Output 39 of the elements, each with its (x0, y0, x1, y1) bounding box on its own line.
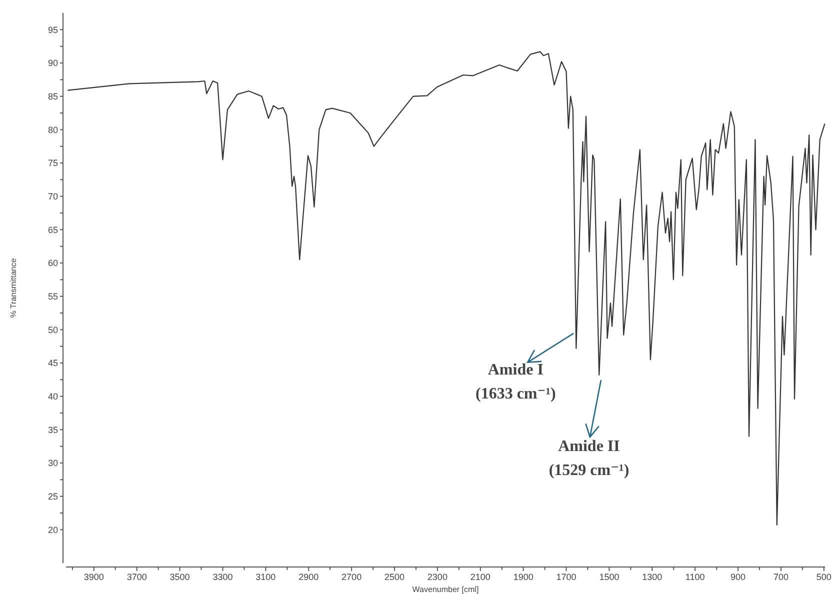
y-tick-label: 80 (48, 124, 58, 135)
y-tick-label: 45 (48, 358, 58, 368)
x-tick-label: 3300 (212, 572, 233, 582)
y-tick-label: 30 (48, 458, 58, 468)
y-tick-label: 35 (48, 424, 58, 435)
x-tick-label: 2500 (384, 572, 405, 582)
x-tick-label: 1900 (513, 572, 534, 582)
y-tick-label: 55 (48, 291, 58, 302)
annotation: Amide I (1633 cm⁻¹) (475, 361, 556, 402)
y-tick-label: 60 (48, 258, 58, 268)
x-tick-label: 2900 (298, 572, 319, 582)
y-tick-label: 75 (48, 158, 58, 168)
x-tick-label: 3100 (256, 572, 276, 582)
x-tick-label: 3900 (84, 572, 104, 582)
x-axis-title: Wavenumber [cml] (412, 585, 479, 594)
x-tick-label: 2100 (470, 572, 490, 582)
annotation: Amide II (1529 cm⁻¹) (548, 438, 630, 479)
y-tick-label: 85 (48, 91, 58, 102)
y-tick-label: 20 (48, 524, 58, 535)
x-tick-label: 3500 (170, 572, 190, 582)
y-tick-label: 90 (48, 58, 58, 68)
y-tick-label: 25 (48, 491, 58, 502)
y-tick-label: 65 (48, 224, 58, 235)
x-tick-label: 1500 (599, 572, 620, 582)
x-tick-label: 2300 (427, 572, 448, 582)
x-tick-label: 700 (773, 572, 788, 582)
x-tick-label: 3700 (126, 572, 147, 582)
x-tick-label: 1100 (685, 572, 705, 582)
y-tick-label: 95 (48, 24, 58, 35)
x-tick-label: 2700 (342, 572, 362, 582)
x-tick-label: 900 (730, 572, 746, 582)
y-tick-label: 70 (48, 191, 58, 202)
y-axis-title: % Transmittance (9, 258, 18, 318)
y-tick-label: 40 (48, 391, 58, 402)
x-tick-label: 500 (816, 572, 832, 582)
x-tick-label: 1300 (642, 572, 662, 582)
x-tick-label: 1700 (556, 572, 576, 582)
line-series (67, 51, 826, 526)
y-tick-label: 50 (48, 324, 58, 335)
